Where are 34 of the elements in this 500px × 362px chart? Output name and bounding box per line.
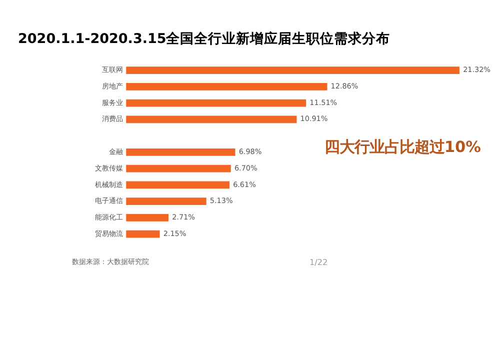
- data-label: 6.70%: [234, 163, 258, 172]
- data-label: 11.51%: [310, 98, 338, 107]
- y-tick-label: 文教传媒: [94, 163, 123, 172]
- data-label: 6.98%: [238, 147, 262, 156]
- data-label: 6.61%: [233, 180, 256, 189]
- data-label: 10.91%: [300, 114, 328, 124]
- data-label: 5.13%: [210, 196, 233, 206]
- chart-title: 2020.1.1-2020.3.15全国全行业新增应届生职位需求分布: [18, 30, 390, 48]
- bar: [126, 148, 236, 156]
- bar: [126, 116, 297, 124]
- y-tick-label: 机械制造: [94, 180, 123, 189]
- bar: [126, 198, 206, 206]
- bar: [126, 99, 306, 107]
- bar: [126, 214, 168, 222]
- y-tick-label: 贸易物流: [94, 228, 123, 238]
- y-tick-label: 能源化工: [94, 212, 123, 222]
- y-tick-label: 房地产: [102, 81, 123, 90]
- bar: [126, 164, 231, 172]
- bar: [126, 181, 230, 189]
- data-label: 21.32%: [463, 65, 491, 74]
- annotation: 四大行业占比超过10%: [324, 138, 481, 156]
- y-tick-label: 互联网: [102, 65, 123, 74]
- y-tick-label: 电子通信: [94, 196, 123, 206]
- data-label: 12.86%: [330, 81, 358, 90]
- bar: [126, 83, 328, 90]
- y-tick-label: 金融: [108, 147, 123, 156]
- bar: [126, 230, 160, 238]
- bar: [126, 66, 460, 74]
- data-label: 2.15%: [163, 228, 186, 238]
- y-tick-label: 消费品: [102, 114, 123, 124]
- data-label: 2.71%: [172, 212, 196, 222]
- y-tick-label: 服务业: [102, 98, 123, 107]
- source-note: 数据来源：大数据研究院: [72, 256, 150, 266]
- text: 1/22: [309, 256, 328, 267]
